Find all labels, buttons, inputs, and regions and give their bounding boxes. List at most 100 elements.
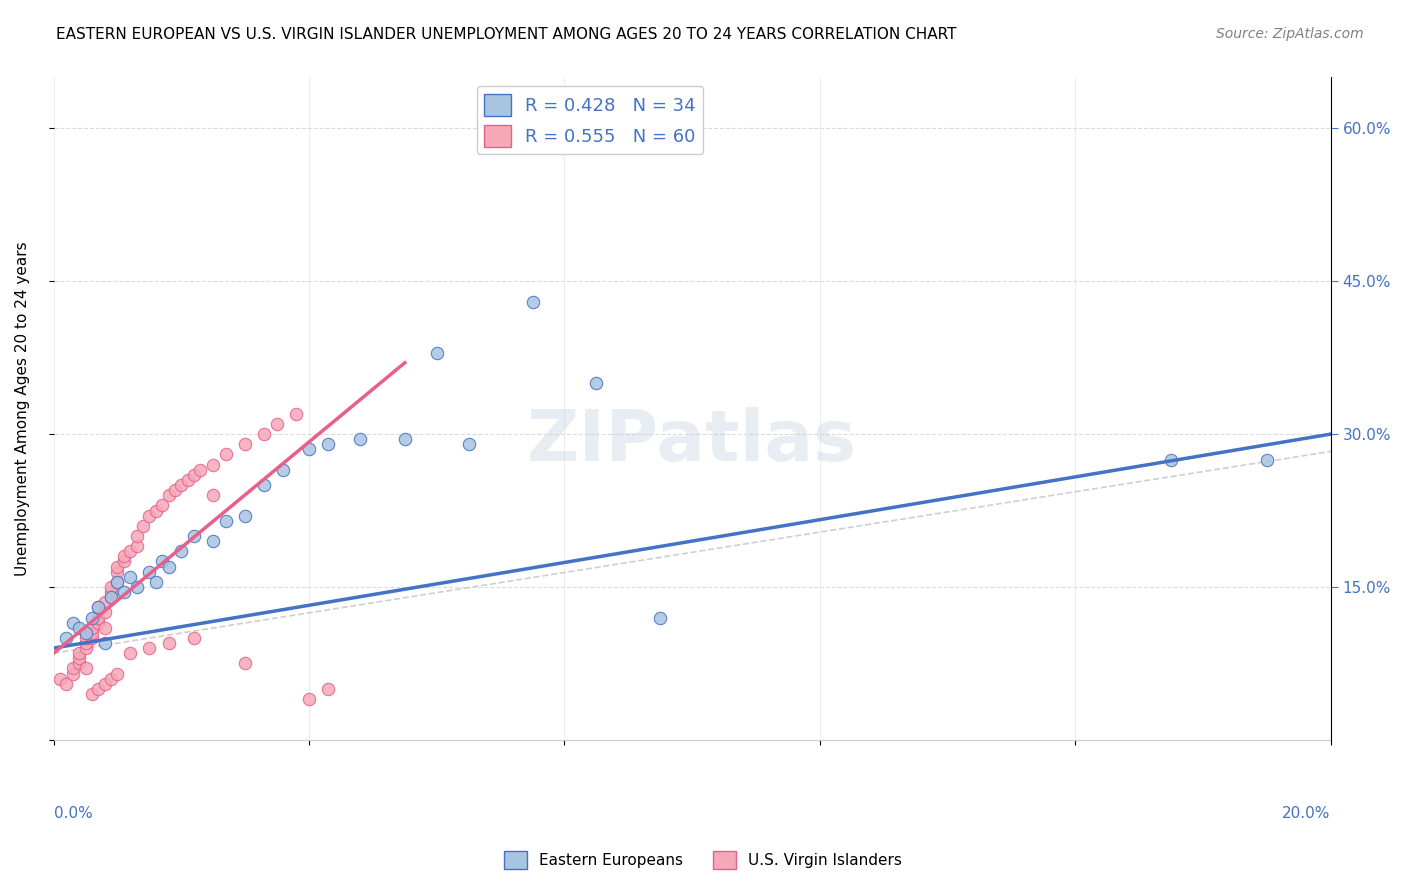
Point [80,631,103,645]
Point [215,447,238,461]
Text: 20.0%: 20.0% [1282,806,1330,821]
Point [177,473,200,487]
Point [1256,452,1278,467]
Point [253,427,276,442]
Point [145,574,167,589]
Point [183,631,205,645]
Text: EASTERN EUROPEAN VS U.S. VIRGIN ISLANDER UNEMPLOYMENT AMONG AGES 20 TO 24 YEARS : EASTERN EUROPEAN VS U.S. VIRGIN ISLANDER… [56,27,956,42]
Point [125,539,148,553]
Point [202,458,225,472]
Point [100,590,122,604]
Point [273,463,295,477]
Text: 0.0%: 0.0% [53,806,93,821]
Point [202,534,225,549]
Point [62,615,84,630]
Point [316,681,339,696]
Point [87,600,110,615]
Point [170,478,193,492]
Point [93,621,115,635]
Point [80,687,103,701]
Point [157,636,180,650]
Point [62,661,84,675]
Point [426,345,449,359]
Point [80,621,103,635]
Point [120,570,142,584]
Point [253,478,276,492]
Point [80,625,103,640]
Point [157,559,180,574]
Point [67,651,90,665]
Point [125,529,148,543]
Point [215,514,238,528]
Point [132,518,155,533]
Point [457,437,479,451]
Point [183,467,205,482]
Text: ZIPatlas: ZIPatlas [527,408,858,476]
Point [120,646,142,660]
Point [100,580,122,594]
Point [87,600,110,615]
Point [87,615,110,630]
Point [112,549,135,564]
Point [62,666,84,681]
Point [120,544,142,558]
Point [75,625,97,640]
Point [316,437,339,451]
Point [75,636,97,650]
Point [298,692,321,706]
Point [75,641,97,656]
Point [233,657,256,671]
Point [125,580,148,594]
Text: Source: ZipAtlas.com: Source: ZipAtlas.com [1216,27,1364,41]
Point [163,483,186,497]
Point [650,610,672,624]
Point [349,432,371,446]
Point [75,631,97,645]
Point [87,681,110,696]
Point [150,554,173,568]
Point [138,641,160,656]
Point [145,503,167,517]
Point [522,294,544,309]
Point [67,657,90,671]
Point [138,565,160,579]
Point [67,621,90,635]
Point [107,565,129,579]
Point [157,488,180,502]
Point [93,677,115,691]
Point [107,574,129,589]
Point [266,417,288,431]
Point [170,544,193,558]
Point [100,585,122,599]
Point [87,610,110,624]
Point [1160,452,1182,467]
Point [100,590,122,604]
Point [112,585,135,599]
Point [93,636,115,650]
Point [55,631,77,645]
Point [394,432,416,446]
Y-axis label: Unemployment Among Ages 20 to 24 years: Unemployment Among Ages 20 to 24 years [15,242,30,576]
Point [107,559,129,574]
Point [107,666,129,681]
Point [190,463,212,477]
Point [298,442,321,457]
Point [107,574,129,589]
Point [55,677,77,691]
Point [202,488,225,502]
Point [233,437,256,451]
Point [93,606,115,620]
Point [80,610,103,624]
Point [150,499,173,513]
Point [93,595,115,609]
Point [285,407,308,421]
Legend: Eastern Europeans, U.S. Virgin Islanders: Eastern Europeans, U.S. Virgin Islanders [498,845,908,875]
Point [75,661,97,675]
Point [49,672,72,686]
Point [585,376,607,391]
Point [100,672,122,686]
Point [233,508,256,523]
Point [138,508,160,523]
Point [112,554,135,568]
Point [183,529,205,543]
